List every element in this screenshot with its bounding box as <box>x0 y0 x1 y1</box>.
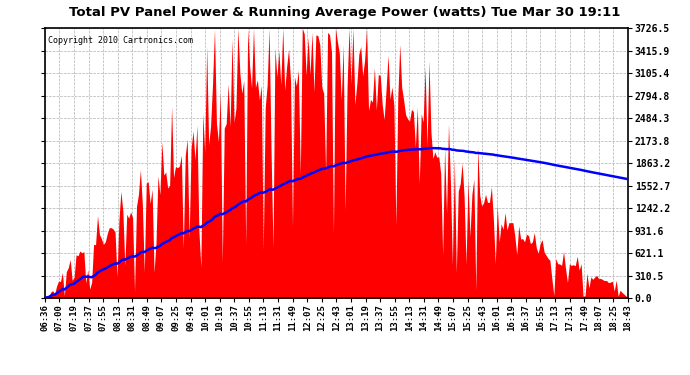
Text: Copyright 2010 Cartronics.com: Copyright 2010 Cartronics.com <box>48 36 193 45</box>
Text: Total PV Panel Power & Running Average Power (watts) Tue Mar 30 19:11: Total PV Panel Power & Running Average P… <box>69 6 621 19</box>
